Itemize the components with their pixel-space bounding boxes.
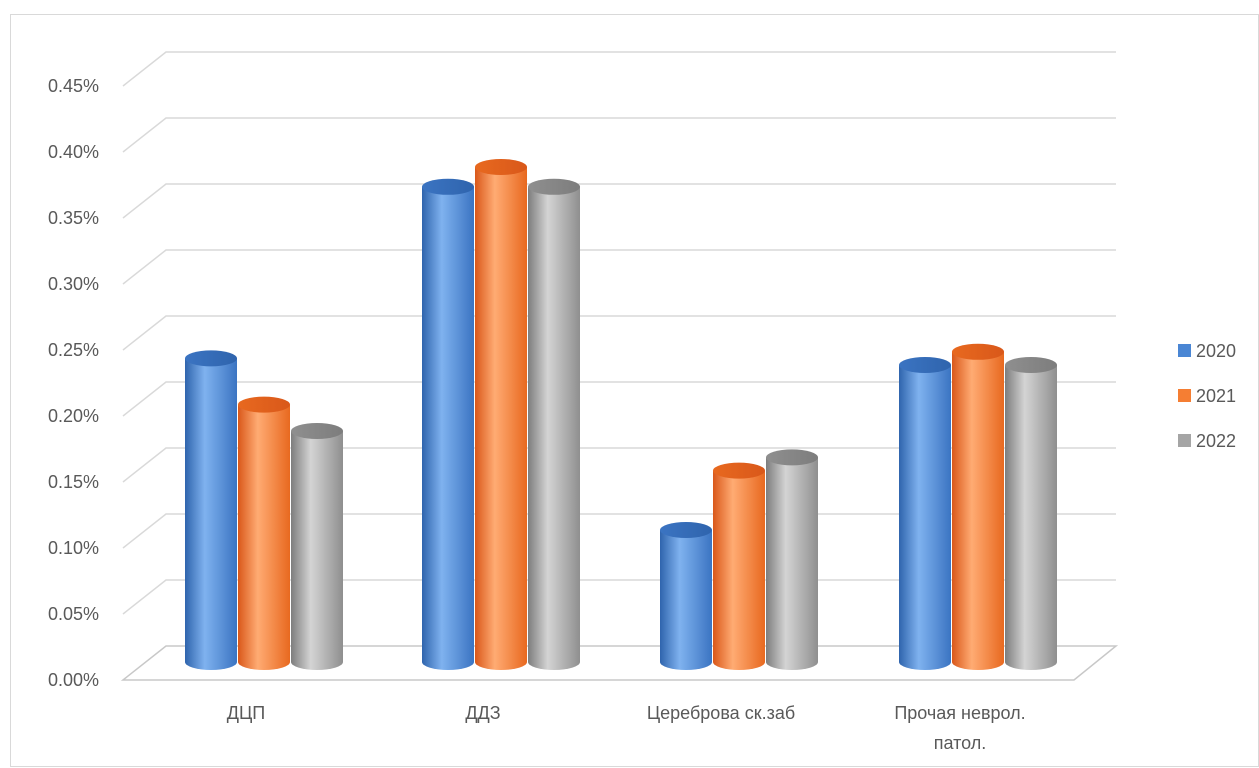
bar-top bbox=[422, 178, 474, 195]
y-tick-label: 0.10% bbox=[48, 538, 99, 558]
y-tick-label: 0.30% bbox=[48, 274, 99, 294]
y-tick-label: 0.45% bbox=[48, 76, 99, 96]
y-tick-label: 0.20% bbox=[48, 406, 99, 426]
y-tick-label: 0.40% bbox=[48, 142, 99, 162]
legend-label: 2022 bbox=[1196, 431, 1236, 451]
gridline bbox=[122, 315, 1116, 351]
bar-2021-2 bbox=[713, 462, 765, 670]
bar-body bbox=[475, 167, 527, 670]
bar-body bbox=[660, 530, 712, 670]
bar-top bbox=[475, 159, 527, 175]
bar-body bbox=[766, 457, 818, 670]
legend: 2020 2021 2022 bbox=[1178, 341, 1236, 451]
bar-2022-3 bbox=[1005, 357, 1057, 670]
legend-swatch bbox=[1178, 389, 1191, 402]
bar-top bbox=[528, 178, 580, 195]
y-tick-label: 0.15% bbox=[48, 472, 99, 492]
bar-body bbox=[291, 431, 343, 670]
x-axis-categories: ДЦП ДДЗ Цереброва ск.заб Прочая неврол. пато… bbox=[227, 703, 1026, 753]
bar-top bbox=[713, 462, 765, 479]
bar-body bbox=[422, 186, 474, 671]
gridline bbox=[122, 381, 1116, 417]
bar-2020-2 bbox=[660, 522, 712, 670]
floor-plane bbox=[120, 645, 1119, 681]
x-category-label: Прочая неврол. патол. bbox=[894, 703, 1025, 753]
y-tick-label: 0.00% bbox=[48, 670, 99, 690]
bar-top bbox=[185, 350, 237, 367]
bar-body bbox=[185, 358, 237, 670]
y-axis-ticks: 0.00% 0.05% 0.10% 0.15% 0.20% 0.25% 0.30% 0.35%… bbox=[48, 76, 99, 690]
gridline bbox=[122, 183, 1116, 219]
bars bbox=[185, 159, 1057, 671]
bar-top bbox=[291, 423, 343, 439]
bar-2022-1 bbox=[528, 178, 580, 671]
bar-body bbox=[952, 351, 1004, 670]
bar-top bbox=[766, 449, 818, 466]
bar-2022-0 bbox=[291, 423, 343, 670]
gridline bbox=[122, 117, 1116, 153]
x-category-label: ДЦП bbox=[227, 703, 265, 723]
bar-body bbox=[238, 404, 290, 670]
bar-top bbox=[899, 357, 951, 373]
bar-2021-1 bbox=[475, 159, 527, 670]
bar-2021-3 bbox=[952, 343, 1004, 670]
bar-2020-3 bbox=[899, 357, 951, 670]
legend-swatch bbox=[1178, 344, 1191, 357]
bar-2020-0 bbox=[185, 350, 237, 670]
gridline bbox=[122, 51, 1116, 87]
x-category-label: Цереброва ск.заб bbox=[647, 703, 795, 723]
bar-body bbox=[528, 186, 580, 671]
bar-body bbox=[1005, 365, 1057, 670]
bar-body bbox=[899, 365, 951, 670]
bar-chart: 0.00% 0.05% 0.10% 0.15% 0.20% 0.25% 0.30% 0.35%… bbox=[48, 51, 1236, 753]
legend-label: 2021 bbox=[1196, 386, 1236, 406]
y-tick-label: 0.35% bbox=[48, 208, 99, 228]
gridline bbox=[122, 249, 1116, 285]
bar-top bbox=[238, 396, 290, 413]
bar-body bbox=[713, 470, 765, 670]
bar-2020-1 bbox=[422, 178, 474, 671]
legend-label: 2020 bbox=[1196, 341, 1236, 361]
legend-swatch bbox=[1178, 434, 1191, 447]
y-tick-label: 0.05% bbox=[48, 604, 99, 624]
x-category-label: ДДЗ bbox=[465, 703, 500, 723]
y-tick-label: 0.25% bbox=[48, 340, 99, 360]
bar-top bbox=[952, 343, 1004, 360]
chart-frame: 0.00% 0.05% 0.10% 0.15% 0.20% 0.25% 0.30% 0.35%… bbox=[10, 14, 1259, 767]
bar-top bbox=[1005, 357, 1057, 373]
gridline bbox=[122, 447, 1116, 483]
bar-2021-0 bbox=[238, 396, 290, 670]
bar-top bbox=[660, 522, 712, 538]
bar-2022-2 bbox=[766, 449, 818, 670]
grid bbox=[120, 51, 1119, 681]
